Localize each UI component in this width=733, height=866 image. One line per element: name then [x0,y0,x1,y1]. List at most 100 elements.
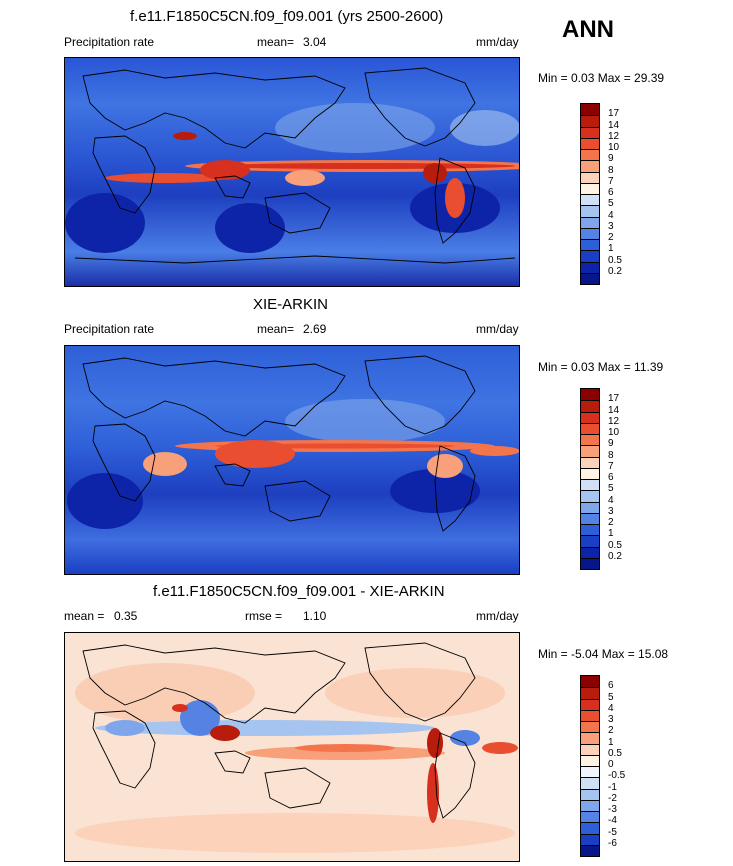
colorbar-tick-label: -6 [608,837,617,849]
colorbar-swatch [581,250,599,262]
colorbar-swatch [581,535,599,547]
colorbar-tick-label: 1 [608,736,614,748]
panel2-mean-value: 2.69 [303,322,327,336]
colorbar-tick-label: -1 [608,781,617,793]
colorbar-tick-label: 12 [608,415,620,427]
colorbar-swatch [581,546,599,558]
colorbar-swatch [581,104,599,116]
colorbar-tick-label: 0.2 [608,265,622,277]
colorbar-swatch [581,811,599,823]
colorbar-swatch [581,239,599,251]
colorbar-swatch [581,732,599,744]
colorbar-swatch [581,160,599,172]
colorbar-swatch [581,822,599,834]
panel3-rmse-label: rmse = [245,609,283,623]
colorbar-tick-label: -5 [608,826,617,838]
colorbar-swatch [581,422,599,434]
colorbar-swatch [581,126,599,138]
colorbar-swatch [581,467,599,479]
colorbar-swatch [581,557,599,569]
panel3-map [64,632,520,862]
colorbar-tick-label: 6 [608,680,614,692]
panel3-rmse-value: 1.10 [303,609,327,623]
colorbar-tick-label: 0.5 [608,539,622,551]
panel1-units: mm/day [476,35,519,49]
colorbar-swatch [581,434,599,446]
colorbar-tick-label: 8 [608,449,614,461]
colorbar-tick-label: 4 [608,209,614,221]
colorbar-tick-label: -4 [608,815,617,827]
colorbar-tick-label: 3 [608,505,614,517]
colorbar-swatch [581,788,599,800]
colorbar-tick-label: 4 [608,702,614,714]
colorbar-tick-label: 7 [608,460,614,472]
colorbar-swatch [581,709,599,721]
panel2-units: mm/day [476,322,519,336]
colorbar-tick-label: 2 [608,725,614,737]
colorbar-swatch [581,777,599,789]
colorbar-tick-label: 10 [608,427,620,438]
colorbar-tick-label: 1 [608,243,614,255]
colorbar-swatch [581,512,599,524]
colorbar-tick-label: 6 [608,472,614,483]
colorbar-swatch [581,115,599,127]
colorbar-swatch [581,411,599,423]
colorbar-swatch [581,400,599,412]
colorbar-swatch [581,743,599,755]
panel2-colorbar [580,388,600,570]
colorbar-swatch [581,445,599,457]
colorbar-swatch [581,216,599,228]
panel1-mean-label: mean= [257,35,295,49]
colorbar-swatch [581,676,599,688]
colorbar-swatch [581,501,599,513]
colorbar-tick-label: 1 [608,528,614,540]
colorbar-tick-label: 3 [608,220,614,232]
colorbar-tick-label: 10 [608,142,620,153]
colorbar-swatch [581,479,599,491]
colorbar-swatch [581,149,599,161]
colorbar-swatch [581,227,599,239]
colorbar-swatch [581,171,599,183]
panel2-map [64,345,520,575]
panel1-variable-label: Precipitation rate [64,35,155,49]
colorbar-swatch [581,261,599,273]
panel3-title: f.e11.F1850C5CN.f09_f09.001 - XIE-ARKIN [153,583,445,600]
panel3-minmax: Min = -5.04 Max = 15.08 [538,647,669,661]
colorbar-swatch [581,524,599,536]
colorbar-tick-label: 12 [608,130,620,142]
colorbar-tick-label: 0.2 [608,550,622,562]
colorbar-tick-label: 17 [608,393,620,405]
panel1-colorbar [580,103,600,285]
panel2-variable-label: Precipitation rate [64,322,155,336]
colorbar-swatch [581,698,599,710]
colorbar-tick-label: 0 [608,759,614,770]
colorbar-swatch [581,194,599,206]
colorbar-swatch [581,766,599,778]
colorbar-tick-label: 17 [608,108,620,120]
panel2-title: XIE-ARKIN [253,296,329,313]
colorbar-tick-label: 14 [608,404,620,416]
panel3-mean-value: 0.35 [114,609,138,623]
colorbar-swatch [581,687,599,699]
colorbar-tick-label: 3 [608,714,614,725]
colorbar-tick-label: 0.5 [608,254,622,266]
panel3-units: mm/day [476,609,519,623]
colorbar-swatch [581,182,599,194]
colorbar-tick-label: -2 [608,792,617,804]
panel1-map [64,57,520,287]
colorbar-tick-label: -3 [608,804,617,815]
colorbar-tick-label: 5 [608,691,614,703]
colorbar-swatch [581,389,599,401]
colorbar-swatch [581,754,599,766]
colorbar-tick-label: 9 [608,438,614,450]
panel1-mean-value: 3.04 [303,35,327,49]
colorbar-tick-label: 14 [608,119,620,131]
colorbar-tick-label: 9 [608,153,614,165]
colorbar-tick-label: 5 [608,198,614,210]
colorbar-swatch [581,844,599,856]
colorbar-tick-label: 4 [608,494,614,506]
season-label: ANN [562,16,614,43]
panel1-minmax: Min = 0.03 Max = 29.39 [538,71,665,85]
colorbar-tick-label: 0.5 [608,747,622,759]
colorbar-swatch [581,490,599,502]
